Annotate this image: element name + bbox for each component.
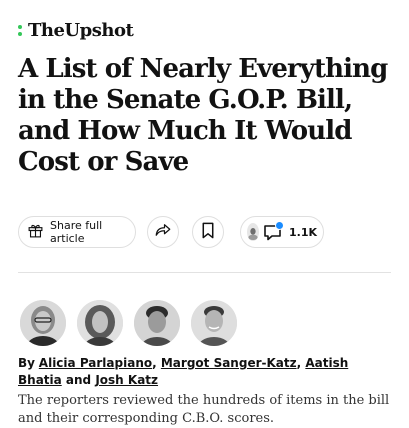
share-arrow-button[interactable]: [147, 216, 179, 248]
comments-button[interactable]: 1.1K: [240, 216, 324, 248]
byline-separator: and: [61, 373, 96, 387]
author-link[interactable]: Josh Katz: [95, 373, 159, 387]
byline-separator: ,: [152, 356, 161, 370]
author-link[interactable]: Aatish Bhatia: [18, 356, 349, 387]
commenter-avatar: [247, 223, 259, 241]
article-summary: The reporters reviewed the hundreds of i…: [18, 393, 390, 426]
byline-separator: ,: [296, 356, 306, 370]
author-avatar-alicia-parlapiano[interactable]: [20, 300, 66, 346]
share-button-label: Share full article: [50, 219, 103, 245]
comment-bubble-icon: [263, 221, 284, 241]
byline-prefix: By: [18, 356, 35, 370]
author-avatars: [20, 300, 248, 346]
byline: By Alicia Parlapiano, Margot Sanger-Katz…: [18, 355, 394, 389]
comments-count: 1.1K: [288, 225, 317, 239]
author-link[interactable]: Margot Sanger-Katz: [160, 356, 297, 370]
author-avatar-josh-katz[interactable]: [191, 300, 237, 346]
brand-logo[interactable]: TheUpshot: [18, 20, 134, 41]
save-article-button[interactable]: [192, 216, 224, 248]
author-avatar-aatish-bhatia[interactable]: [134, 300, 180, 346]
article-headline: A List of Nearly Everything in the Senat…: [18, 54, 388, 177]
article-actions-bar: Share full article 1.1K: [18, 216, 324, 248]
author-avatar-margot-sanger-katz[interactable]: [77, 300, 123, 346]
gift-icon: [27, 222, 44, 243]
section-divider: [18, 272, 391, 273]
notification-dot: [274, 221, 284, 230]
author-link[interactable]: Alicia Parlapiano: [38, 356, 153, 370]
upshot-dots-icon: [18, 25, 22, 36]
share-full-article-button[interactable]: Share full article: [18, 216, 136, 248]
bookmark-icon: [201, 222, 215, 243]
share-arrow-icon: [154, 222, 172, 242]
brand-name: TheUpshot: [28, 20, 134, 41]
